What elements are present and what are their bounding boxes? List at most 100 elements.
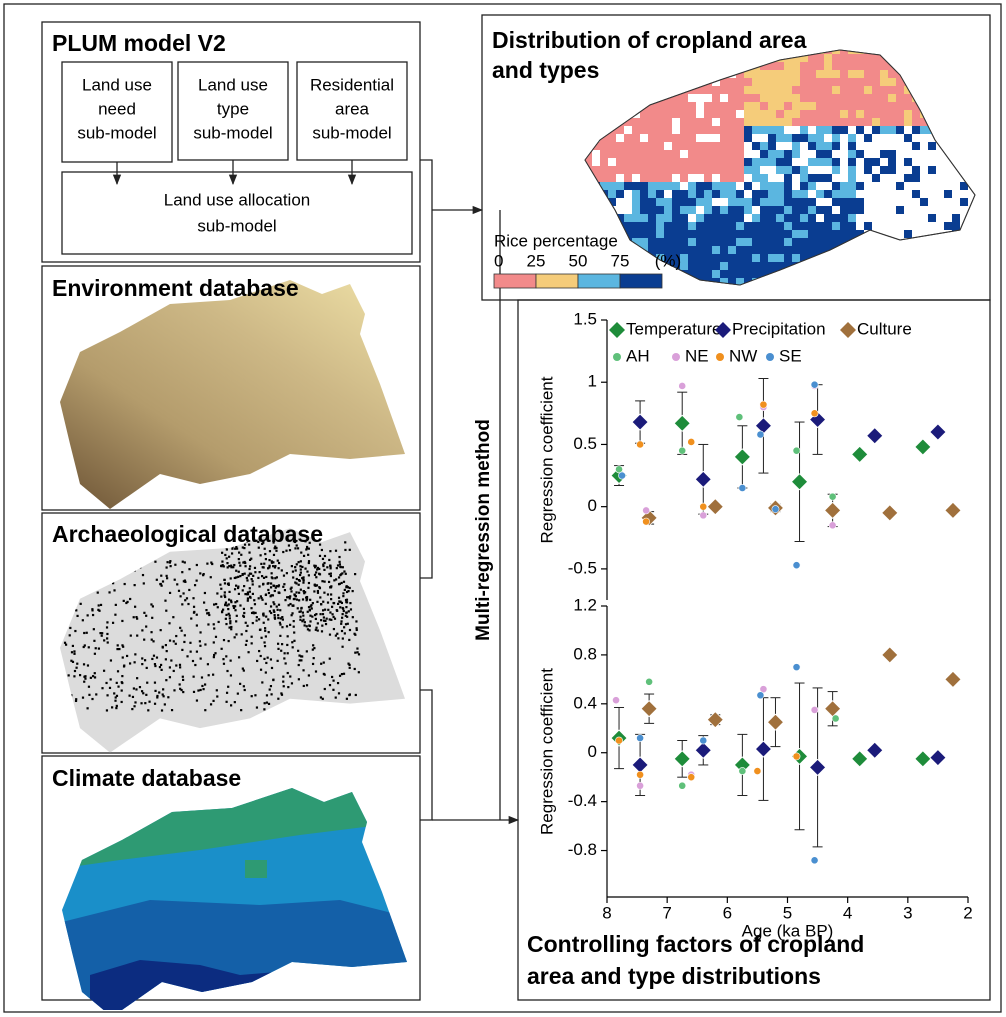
cropland-cell [824,110,832,118]
region-point [700,737,707,744]
cropland-cell [736,78,744,86]
cropland-cell [872,110,880,118]
cropland-cell [952,270,960,278]
cropland-cell [800,118,808,126]
cropland-cell [696,270,704,278]
cropland-cell [792,230,800,238]
cropland-cell [608,110,616,118]
cropland-cell [952,54,960,62]
cropland-cell [696,182,704,190]
site-dot [243,547,245,549]
cropland-cell [776,86,784,94]
cropland-cell [632,78,640,86]
region-point [793,753,800,760]
cropland-cell [848,262,856,270]
cropland-cell [704,150,712,158]
cropland-cell [664,70,672,78]
cropland-cell [728,238,736,246]
site-dot [143,612,145,614]
site-dot [238,558,240,560]
site-dot [179,683,181,685]
site-dot [323,562,325,564]
cropland-cell [736,166,744,174]
cropland-cell [792,70,800,78]
site-dot [268,703,270,705]
site-dot [196,651,198,653]
cropland-cell [960,70,968,78]
site-dot [344,589,346,591]
cropland-cell [832,102,840,110]
cropland-cell [720,54,728,62]
cropland-cell [648,158,656,166]
cropland-cell [928,94,936,102]
site-dot [268,631,270,633]
cropland-cell [768,142,776,150]
region-point [679,447,686,454]
site-dot [302,582,304,584]
site-dot [306,570,308,572]
cropland-cell [856,78,864,86]
cropland-cell [600,94,608,102]
region-point [811,381,818,388]
site-dot [154,561,156,563]
site-dot [97,570,99,572]
site-dot [282,676,284,678]
site-dot [216,689,218,691]
cropland-cell [728,110,736,118]
cropland-cell [744,262,752,270]
site-dot [267,567,269,569]
site-dot [254,571,256,573]
cropland-cell [904,270,912,278]
site-dot [234,701,236,703]
cropland-cell [656,134,664,142]
cropland-cell [792,206,800,214]
site-dot [110,678,112,680]
cropland-cell [672,230,680,238]
site-dot [132,696,134,698]
cropland-cell [808,206,816,214]
cropland-cell [696,198,704,206]
cropland-cell [896,118,904,126]
site-dot [239,565,241,567]
site-dot [239,604,241,606]
cropland-cell [632,254,640,262]
site-dot [101,687,103,689]
site-dot [162,580,164,582]
cropland-cell [712,70,720,78]
site-dot [260,563,262,565]
site-dot [344,632,346,634]
cropland-cell [648,118,656,126]
cropland-cell [672,166,680,174]
site-dot [306,599,308,601]
site-dot [252,593,254,595]
cropland-cell [736,102,744,110]
site-dot [332,689,334,691]
cropland-cell [840,182,848,190]
cropland-cell [656,158,664,166]
site-dot [277,560,279,562]
site-dot [77,572,79,574]
cropland-cell [856,118,864,126]
cropland-cell [688,126,696,134]
diamond-point [632,414,648,430]
site-dot [325,623,327,625]
rice-legend: 0255075(%) [494,251,681,288]
site-dot [84,675,86,677]
site-dot [349,667,351,669]
cropland-cell [792,62,800,70]
site-dot [90,569,92,571]
site-dot [228,626,230,628]
site-dot [259,571,261,573]
cropland-cell [888,166,896,174]
site-dot [161,669,163,671]
site-dot [166,561,168,563]
cropland-cell [584,214,592,222]
cropland-cell [672,142,680,150]
cropland-cell [640,254,648,262]
cropland-cell [880,126,888,134]
site-dot [213,623,215,625]
cropland-cell [624,70,632,78]
cropland-cell [952,142,960,150]
submodel-label: sub-model [77,123,156,142]
cropland-cell [720,142,728,150]
